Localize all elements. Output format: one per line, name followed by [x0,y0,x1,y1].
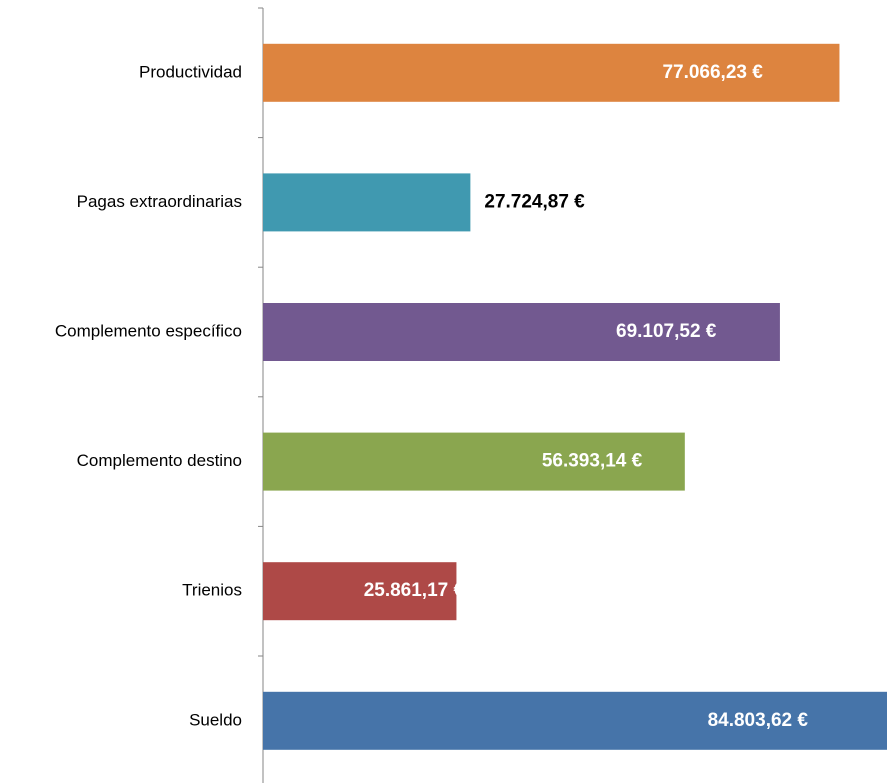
category-label: Sueldo [189,710,242,729]
bar [263,303,780,361]
value-label: 69.107,52 € [616,321,717,342]
category-label: Trienios [182,581,242,600]
value-label: 56.393,14 € [542,451,643,472]
category-label: Complemento específico [55,321,242,340]
bar [263,173,471,232]
value-label: 77.066,23 € [662,62,763,83]
bar [263,432,685,491]
value-label: 25.861,17 € [364,580,465,601]
category-label: Complemento destino [77,451,242,470]
bar [263,691,887,750]
value-label: 27.724,87 € [484,191,585,212]
bar [263,43,840,102]
category-label: Pagas extraordinarias [77,192,242,211]
category-label: Productividad [139,62,242,81]
bar [263,562,457,621]
value-label: 84.803,62 € [708,710,809,731]
